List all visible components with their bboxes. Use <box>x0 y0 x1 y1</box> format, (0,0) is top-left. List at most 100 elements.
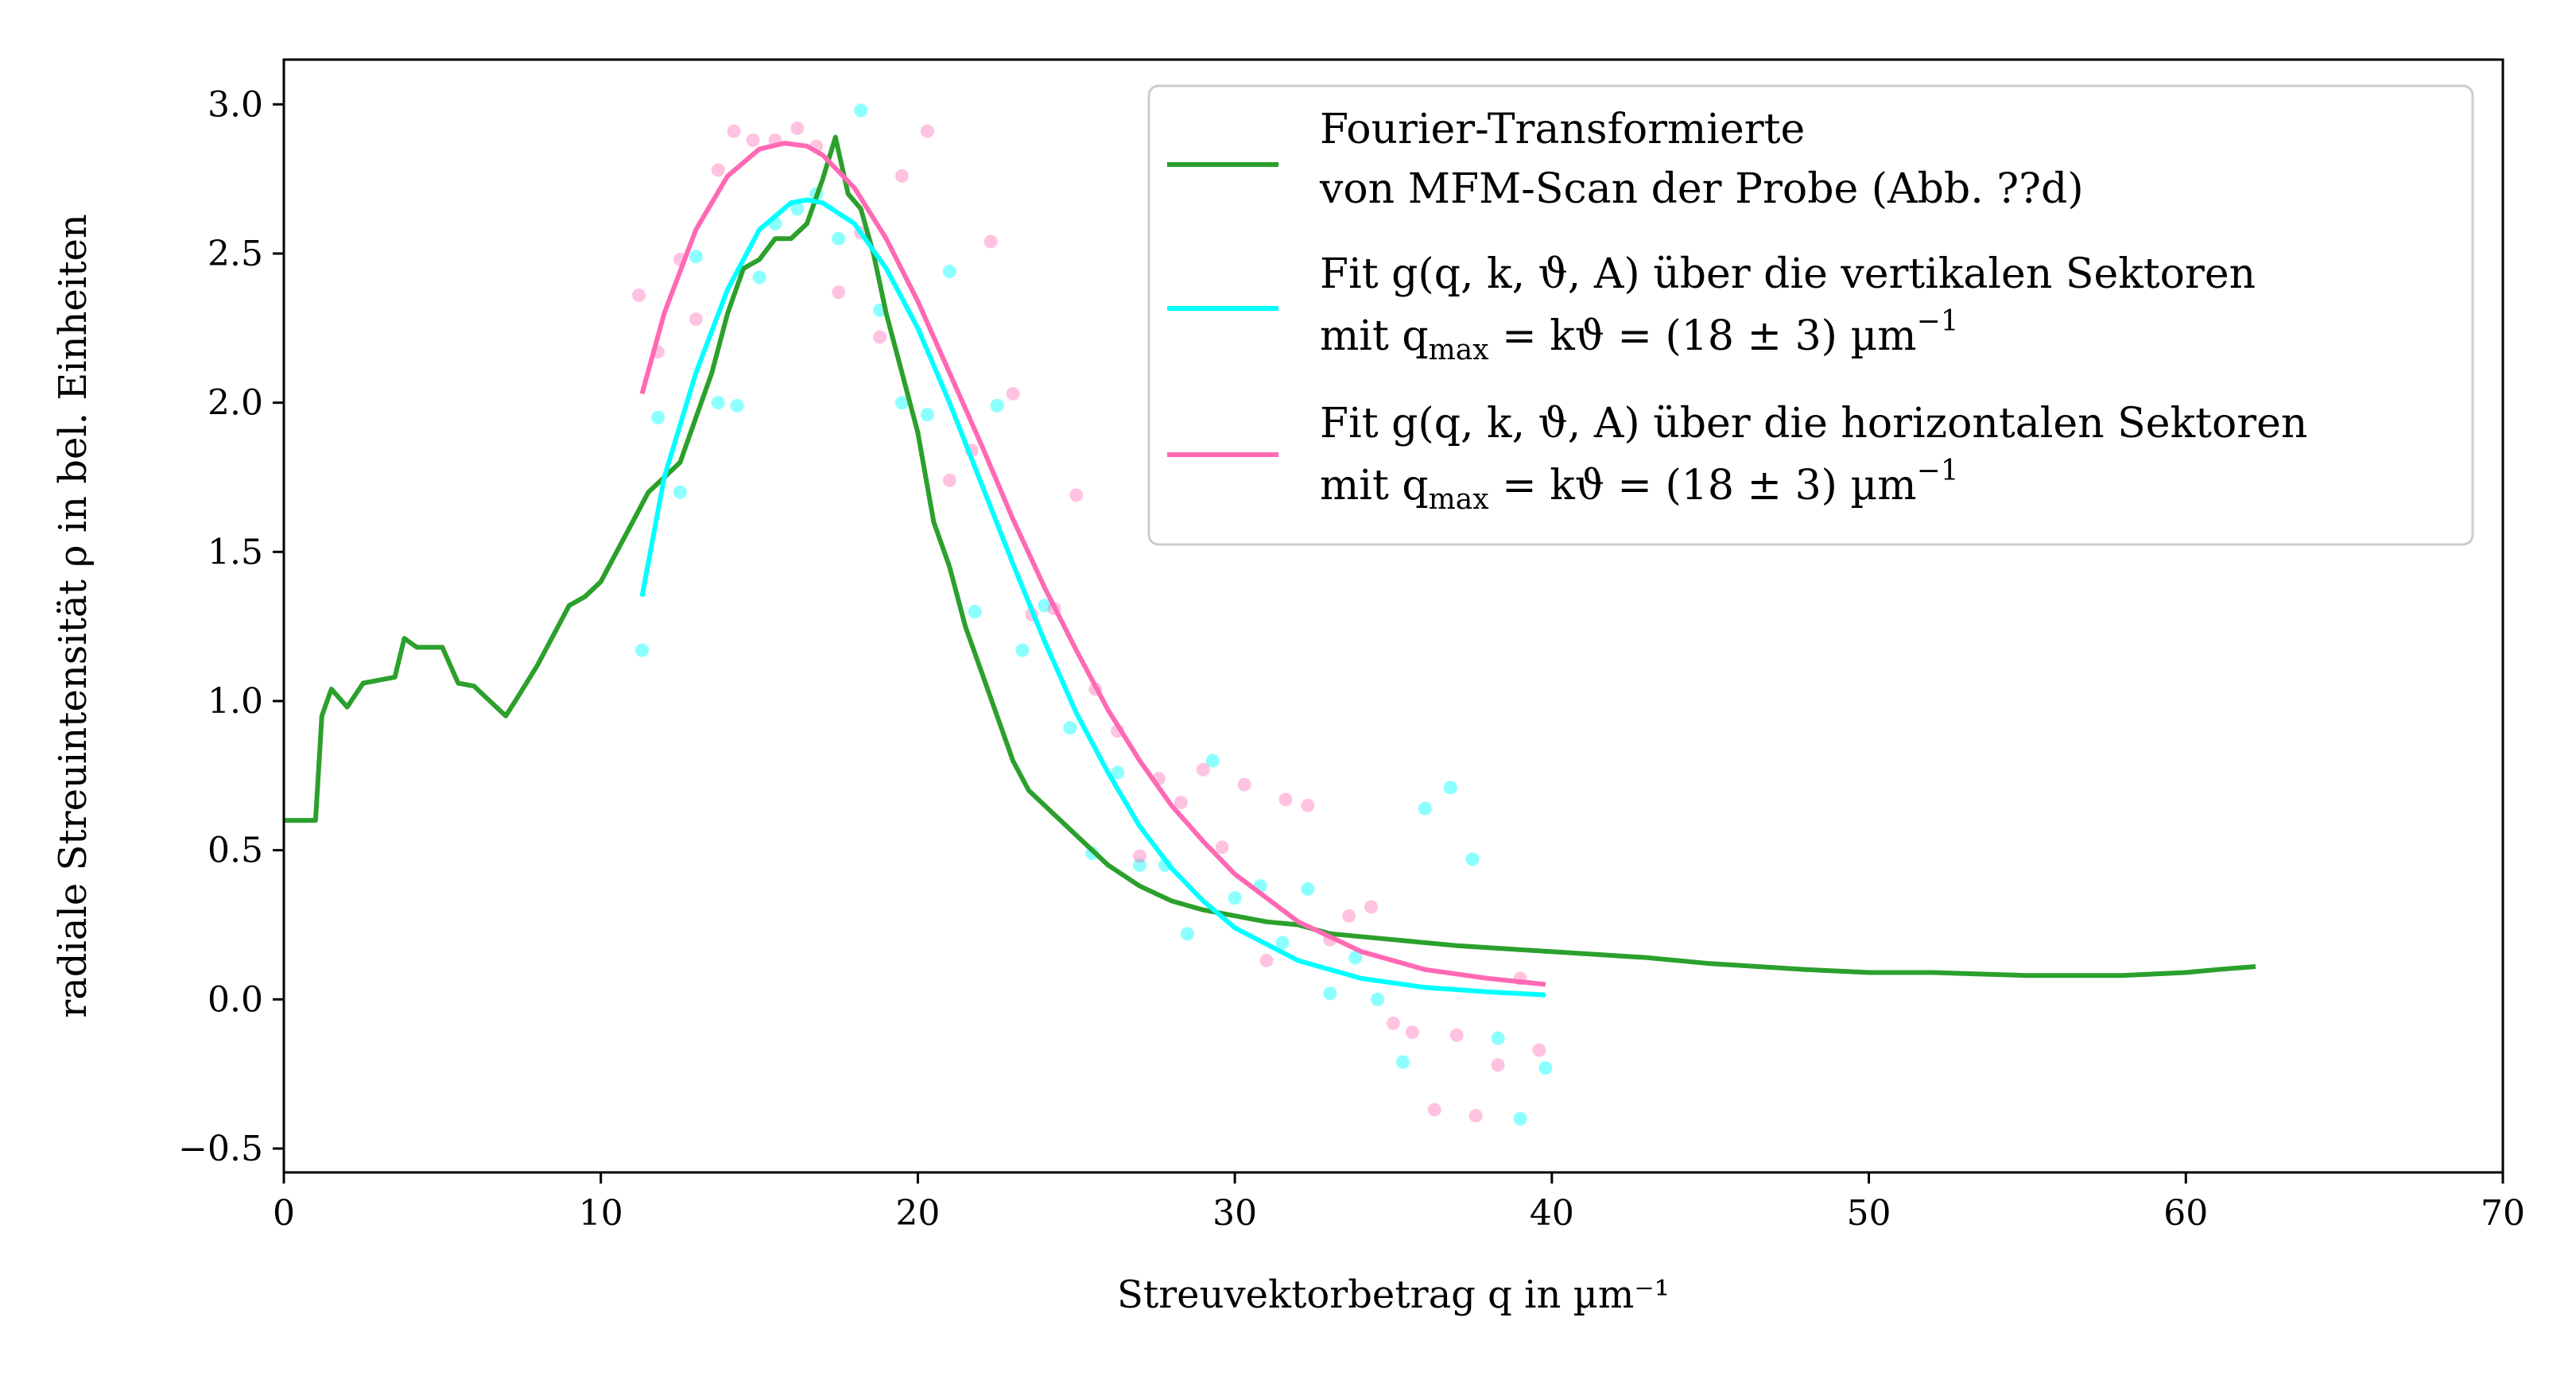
legend: Fourier-Transformierte von MFM-Scan der … <box>1147 84 2474 546</box>
scatter-point <box>711 163 725 177</box>
x-tick-label: 10 <box>579 1193 623 1234</box>
scatter-point <box>990 398 1004 413</box>
scatter-point <box>673 485 687 499</box>
series-line-vertical-fit <box>639 197 1546 998</box>
scatter-point <box>1180 927 1194 941</box>
y-tick-label: 1.5 <box>208 532 263 572</box>
scatter-point <box>1301 881 1315 896</box>
scatter-layer <box>632 103 1553 1126</box>
x-axis-label: Streuvektorbetrag q in µm⁻¹ <box>1117 1273 1670 1317</box>
scatter-point <box>1301 798 1315 812</box>
scatter-point <box>1006 386 1020 401</box>
scatter-point <box>1465 852 1480 866</box>
scatter-point <box>1395 1055 1410 1069</box>
scatter-point <box>746 133 760 147</box>
scatter-point <box>1205 754 1220 768</box>
line-layer <box>284 134 2256 998</box>
scatter-point <box>1174 796 1188 810</box>
scatter-point <box>920 124 934 138</box>
scatter-point <box>1275 936 1290 950</box>
scatter-point <box>1364 900 1379 914</box>
series-line-horizontal-fit <box>639 141 1546 987</box>
scatter-point <box>1342 909 1356 923</box>
y-tick-label: −0.5 <box>178 1129 263 1169</box>
x-tick-label: 20 <box>895 1193 940 1234</box>
scatter-point <box>1449 1028 1464 1042</box>
scatter-point <box>1491 1031 1505 1045</box>
scatter-point <box>790 121 805 135</box>
scatter-point <box>832 285 846 300</box>
y-tick-label: 2.5 <box>208 234 263 274</box>
scatter-point <box>689 250 703 264</box>
scatter-point <box>873 330 887 344</box>
y-tick-label: 0.0 <box>208 979 263 1020</box>
scatter-point <box>1405 1025 1419 1040</box>
scatter-point <box>650 410 665 424</box>
scatter-point <box>1133 849 1147 863</box>
scatter-point <box>1038 599 1052 613</box>
x-tick-label: 50 <box>1847 1193 1891 1234</box>
y-tick-label: 1.0 <box>208 681 263 722</box>
scatter-point <box>1259 954 1274 968</box>
scatter-point <box>1371 992 1385 1006</box>
plot-frame <box>282 58 2504 1174</box>
scatter-point <box>894 169 909 183</box>
legend-box <box>1147 84 2474 546</box>
y-tick-label: 3.0 <box>208 84 263 125</box>
y-tick-label: 0.5 <box>208 831 263 871</box>
scatter-point <box>832 231 846 246</box>
scatter-point <box>1532 1043 1546 1057</box>
scatter-point <box>983 234 998 249</box>
scatter-point <box>1491 1058 1505 1072</box>
scatter-point <box>790 202 805 216</box>
legend-label-fourier-line2: von MFM-Scan der Probe (Abb. ??d) <box>1319 165 2084 213</box>
legend-label-vertical-fit-line1: Fit g(q, k, ϑ, A) über die vertikalen Se… <box>1320 250 2256 298</box>
legend-label-vertical-fit-line2: mit qmax = kϑ = (18 ± 3) µm−1 <box>1320 305 1959 366</box>
scatter-point <box>689 312 703 327</box>
scatter-point <box>730 398 744 413</box>
scatter-point <box>1278 792 1293 807</box>
scatter-point <box>894 396 909 410</box>
scatter-point <box>752 270 766 285</box>
legend-label-horizontal-fit-line1: Fit g(q, k, ϑ, A) über die horizontalen … <box>1320 400 2307 448</box>
scatter-point <box>1215 840 1229 854</box>
scatter-point <box>1196 762 1210 777</box>
scatter-point <box>1069 488 1084 502</box>
scatter-point <box>635 643 650 657</box>
scatter-point <box>632 289 646 303</box>
scatter-point <box>1443 781 1457 795</box>
scatter-point <box>711 396 725 410</box>
legend-label-horizontal-fit-line2: mit qmax = kϑ = (18 ± 3) µm−1 <box>1320 455 1959 516</box>
x-tick-label: 60 <box>2163 1193 2208 1234</box>
scatter-point <box>854 103 868 118</box>
scatter-point <box>1387 1016 1400 1030</box>
legend-label-fourier-line1: Fourier-Transformierte <box>1320 106 1805 153</box>
x-tick-label: 70 <box>2481 1193 2525 1234</box>
scatter-point <box>1513 1111 1527 1126</box>
scatter-point <box>942 264 956 278</box>
scatter-point <box>942 473 956 487</box>
y-axis: −0.5 0.0 0.5 1.0 1.5 2.0 2.5 3.0 <box>178 84 284 1169</box>
scatter-point <box>1228 891 1242 905</box>
series-line-fourier <box>284 134 2256 978</box>
scatter-point <box>1063 721 1077 735</box>
scatter-point <box>727 124 741 138</box>
x-axis: 0 10 20 30 40 50 60 70 <box>273 1172 2525 1234</box>
x-tick-label: 0 <box>273 1193 295 1234</box>
scatter-point <box>1538 1061 1553 1075</box>
scatter-point <box>1427 1102 1441 1117</box>
scatter-point <box>1133 858 1147 872</box>
scatter-point <box>1015 643 1030 657</box>
scatter-point <box>1348 951 1363 965</box>
scatter-point <box>1323 986 1337 1001</box>
scatter-point <box>920 408 934 422</box>
scatter-point <box>968 604 982 618</box>
y-tick-label: 2.0 <box>208 383 263 424</box>
scatter-point <box>1237 777 1251 792</box>
scatter-point <box>1468 1109 1483 1123</box>
x-tick-label: 30 <box>1212 1193 1257 1234</box>
scatter-point <box>1418 801 1432 816</box>
y-axis-label: radiale Streuintensität ρ in bel. Einhei… <box>51 214 95 1018</box>
scatter-point <box>1111 765 1125 780</box>
